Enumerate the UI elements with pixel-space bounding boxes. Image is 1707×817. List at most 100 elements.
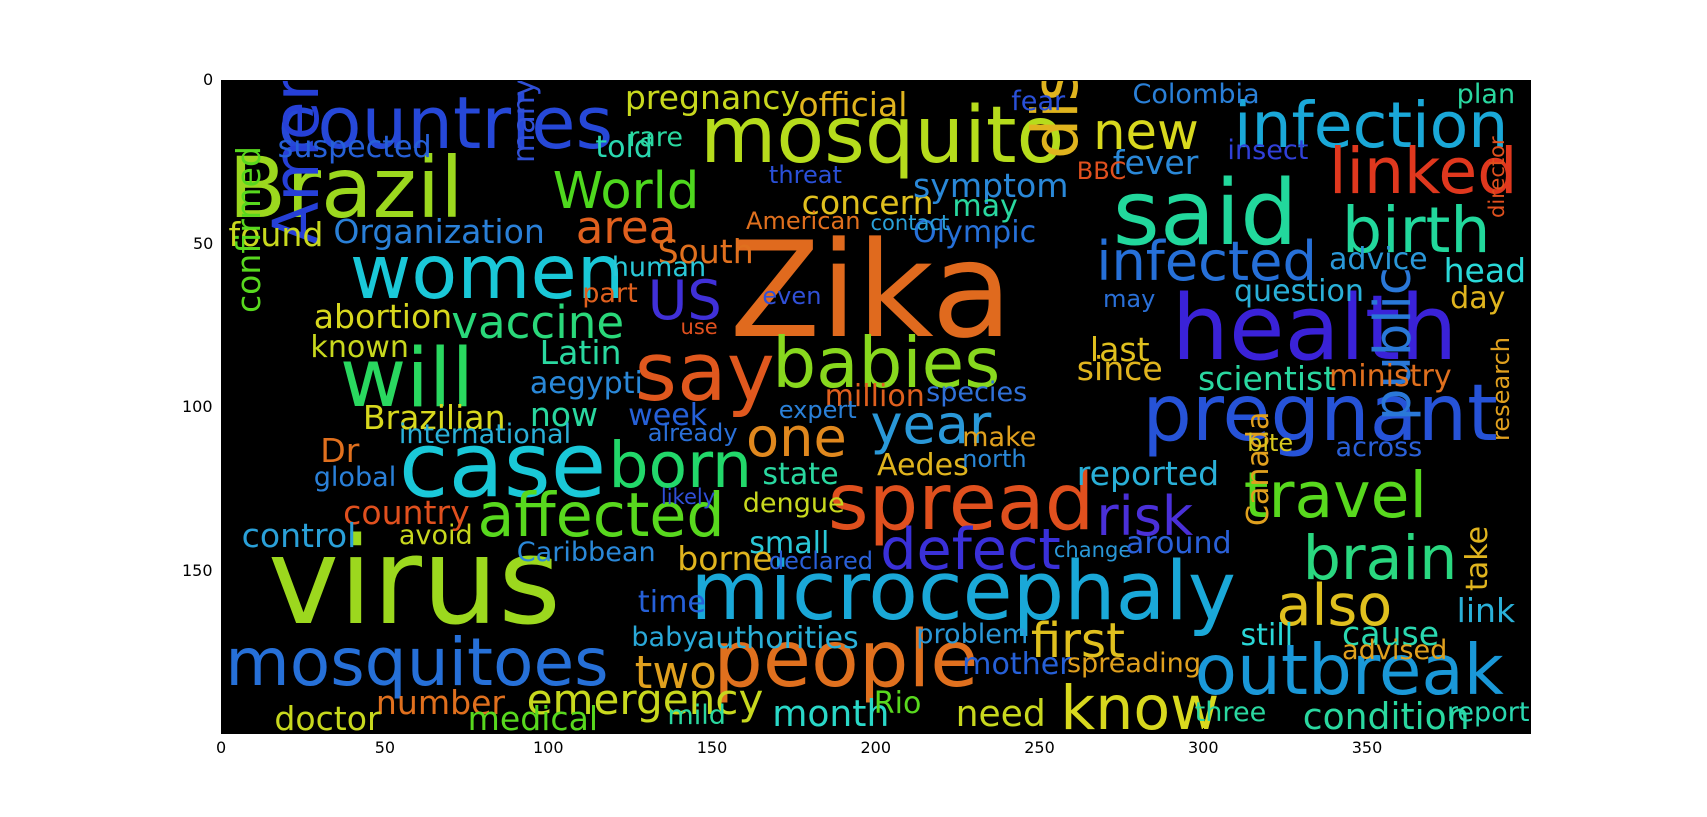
word-insect: insect xyxy=(1227,134,1309,166)
word-dr: Dr xyxy=(320,431,360,471)
word-mosquitoes: mosquitoes xyxy=(225,624,609,702)
x-tick-mark xyxy=(548,728,549,734)
word-international: international xyxy=(398,419,572,451)
word-scientist: scientist xyxy=(1197,359,1337,399)
word-world: World xyxy=(552,162,700,222)
word-case: case xyxy=(398,413,607,519)
word-dengue: dengue xyxy=(742,487,845,519)
word-threat: threat xyxy=(768,160,842,189)
word-two: two xyxy=(634,645,717,699)
x-tick-mark xyxy=(1203,728,1204,734)
x-tick-label: 200 xyxy=(860,738,892,757)
x-tick-label: 50 xyxy=(374,738,396,757)
word-say: say xyxy=(634,325,775,420)
word-spreading: spreading xyxy=(1066,647,1202,679)
word-risk: risk xyxy=(1096,484,1194,548)
word-caribbean: Caribbean xyxy=(516,536,656,568)
word-area: area xyxy=(575,201,677,255)
word-million: million xyxy=(824,378,925,414)
word-mother: mother xyxy=(962,646,1072,682)
word-take: take xyxy=(1460,526,1496,592)
word-first: first xyxy=(1030,613,1125,670)
word-abortion: abortion xyxy=(313,297,453,337)
word-month: month xyxy=(772,691,890,734)
word-told: told xyxy=(595,130,653,166)
x-tick-label: 150 xyxy=(696,738,728,757)
word-countries: countries xyxy=(277,81,614,166)
word-one: one xyxy=(746,406,847,470)
y-tick-mark xyxy=(221,243,227,244)
word-cloud-image: Zika virus health mosquito said microcephaly p… xyxy=(221,80,1531,734)
word-also: also xyxy=(1276,573,1393,640)
word-pregnancy: pregnancy xyxy=(624,80,800,117)
word-new: new xyxy=(1093,103,1199,163)
word-aedes: Aedes xyxy=(877,447,969,483)
word-brazil: Brazil xyxy=(228,139,464,238)
y-tick-label: 50 xyxy=(193,233,214,253)
word-people: people xyxy=(713,613,979,705)
word-north: north xyxy=(962,445,1027,474)
x-tick-label: 0 xyxy=(216,738,227,757)
word-defect: defect xyxy=(880,517,1061,584)
word-rio: Rio xyxy=(873,686,922,722)
word-advised: advised xyxy=(1342,634,1448,666)
word-doctor: doctor xyxy=(274,699,381,734)
word-organization: Organization xyxy=(333,212,545,252)
word-infected: infected xyxy=(1096,229,1317,293)
word-state: state xyxy=(762,457,839,493)
word-advice: advice xyxy=(1328,241,1428,277)
word-day: day xyxy=(1450,280,1506,316)
word-official: official xyxy=(798,84,908,124)
x-tick-label: 100 xyxy=(533,738,564,757)
word-vaccine: vaccine xyxy=(451,296,625,350)
word-affected: affected xyxy=(477,481,725,552)
word-part: part xyxy=(582,278,638,310)
word-need: need xyxy=(955,691,1046,734)
word-head: head xyxy=(1443,251,1527,291)
word-borne: borne xyxy=(677,539,773,579)
word-human: human xyxy=(611,252,707,284)
word-last: last xyxy=(1089,329,1150,369)
y-tick-mark xyxy=(221,79,227,81)
x-tick-mark xyxy=(875,728,877,734)
word-use: use xyxy=(680,314,718,340)
word-brazilian: Brazilian xyxy=(362,398,506,438)
x-tick-mark xyxy=(711,728,713,734)
word-since: since xyxy=(1076,349,1163,389)
y-tick-mark xyxy=(221,570,227,571)
word-contact: contact xyxy=(870,209,950,235)
y-tick-label: 150 xyxy=(182,560,213,580)
word-know: know xyxy=(1060,674,1220,734)
word-plan: plan xyxy=(1456,80,1516,110)
word-will: will xyxy=(339,332,475,427)
word-emergency: emergency xyxy=(526,675,764,725)
x-tick-label: 300 xyxy=(1188,738,1219,757)
word-question: question xyxy=(1233,274,1364,310)
word-fever: fever xyxy=(1112,143,1199,183)
word-across: across xyxy=(1335,432,1423,464)
word-report: report xyxy=(1446,697,1530,729)
word-avoid: avoid xyxy=(398,520,473,552)
word-director: director xyxy=(1484,136,1510,219)
word-problem: problem xyxy=(916,618,1029,650)
y-tick-label: 0 xyxy=(203,70,214,89)
word-around: around xyxy=(1125,525,1232,561)
word-species: species xyxy=(926,376,1028,408)
word-small: small xyxy=(749,525,830,561)
word-rare: rare xyxy=(628,121,683,153)
word-still: still xyxy=(1240,617,1294,653)
word-already: already xyxy=(647,419,738,448)
word-women: women xyxy=(349,227,625,316)
x-tick-label: 350 xyxy=(1351,738,1383,757)
word-infection: infection xyxy=(1233,88,1509,163)
word-baby: baby xyxy=(631,621,699,653)
word-change: change xyxy=(1053,536,1132,562)
word-time: time xyxy=(637,584,706,620)
y-tick-mark xyxy=(221,406,227,408)
word-number: number xyxy=(375,682,506,722)
word-fear: fear xyxy=(1011,85,1066,117)
x-tick-label: 250 xyxy=(1024,738,1055,757)
x-tick-mark xyxy=(384,728,386,734)
word-research: research xyxy=(1487,336,1516,441)
word-birth: birth xyxy=(1342,192,1491,267)
